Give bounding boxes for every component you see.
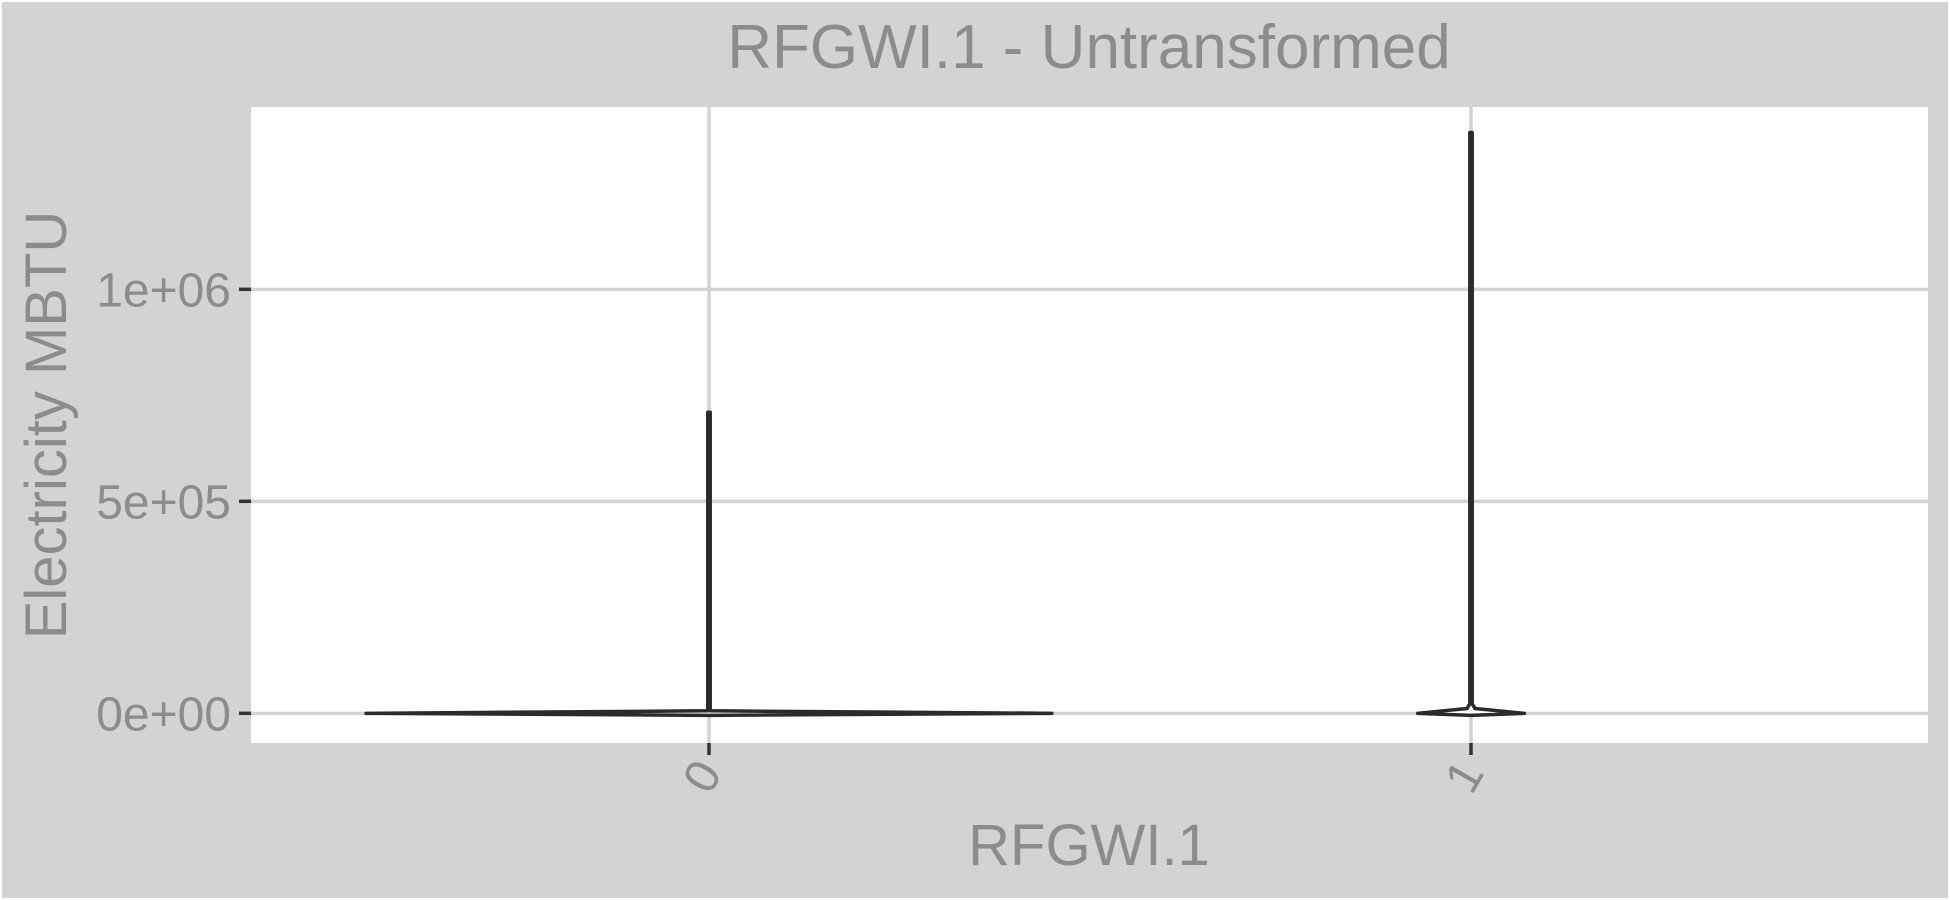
y-axis-label: Electricity MBTU xyxy=(14,211,79,640)
violin-1 xyxy=(1415,130,1527,718)
plot-panel xyxy=(251,107,1928,743)
chart-title: RFGWI.1 - Untransformed xyxy=(727,13,1450,82)
x-axis-label: RFGWI.1 xyxy=(968,813,1210,878)
y-tick-label: 1e+06 xyxy=(96,264,231,317)
violins xyxy=(364,130,1527,718)
y-tick-label: 5e+05 xyxy=(96,476,231,529)
violin-0 xyxy=(364,410,1054,718)
y-tick-label: 0e+00 xyxy=(96,688,231,741)
